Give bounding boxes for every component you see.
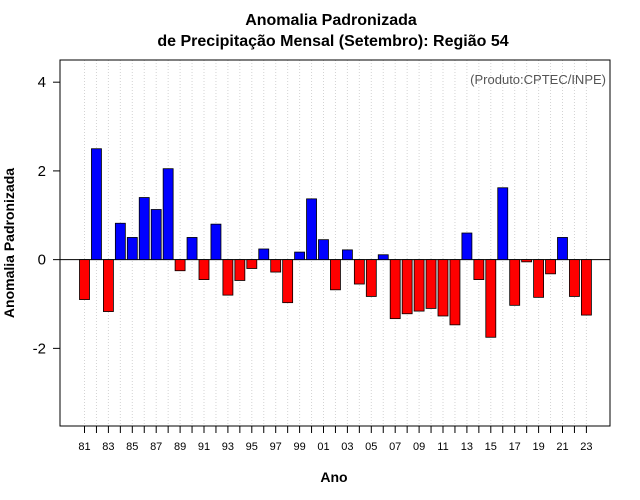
bar-03 — [341, 249, 353, 261]
bar-23 — [581, 259, 592, 316]
bar-15 — [485, 259, 497, 338]
bar-11 — [437, 259, 449, 317]
bar-88 — [162, 168, 174, 261]
x-axis-label: Ano — [320, 469, 347, 485]
bar-86 — [138, 197, 150, 261]
bar-08 — [401, 259, 413, 315]
x-tick-label: 15 — [485, 441, 497, 453]
x-tick-label: 21 — [556, 441, 568, 453]
bars-group — [79, 148, 592, 338]
bar-90 — [186, 237, 198, 261]
y-tick-label: 0 — [38, 252, 46, 269]
bar-10 — [425, 259, 437, 309]
bar-20 — [545, 259, 556, 275]
bar-85 — [126, 237, 138, 261]
y-tick-label: 4 — [38, 74, 46, 91]
bar-14 — [473, 259, 485, 280]
x-tick-label: 09 — [413, 441, 425, 453]
x-tick-label: 13 — [461, 441, 473, 453]
x-tick-label: 03 — [341, 441, 353, 453]
y-axis: -2 0 2 4 — [33, 74, 60, 357]
bar-09 — [413, 259, 425, 312]
x-tick-label: 97 — [270, 441, 282, 453]
bar-12 — [449, 259, 461, 326]
bar-04 — [353, 259, 365, 285]
bar-05 — [365, 259, 377, 297]
bar-07 — [389, 259, 401, 320]
bar-91 — [198, 259, 210, 280]
bar-84 — [114, 222, 126, 261]
x-tick-label: 01 — [317, 441, 329, 453]
chart-title-line1: Anomalia Padronizada — [245, 12, 417, 29]
bar-02 — [330, 259, 341, 291]
y-tick-label: -2 — [33, 340, 46, 357]
x-axis: 81 83 85 87 89 91 93 95 97 99 01 03 05 07 09 11 13 15 17 19… — [78, 426, 593, 453]
x-tick-label: 87 — [150, 441, 162, 453]
bar-00 — [306, 198, 317, 261]
bar-87 — [150, 209, 162, 261]
y-axis-label: Anomalia Padronizada — [1, 168, 17, 318]
bar-19 — [533, 259, 544, 298]
x-tick-label: 81 — [78, 441, 90, 453]
x-tick-label: 11 — [437, 441, 448, 453]
bar-98 — [282, 259, 294, 304]
bar-92 — [210, 223, 222, 261]
bar-89 — [174, 259, 186, 272]
bar-82 — [91, 148, 102, 261]
bar-16 — [497, 187, 509, 261]
bar-96 — [258, 248, 270, 261]
bar-18 — [521, 259, 533, 263]
bar-06 — [377, 254, 389, 261]
x-tick-label: 89 — [174, 441, 186, 453]
bar-97 — [270, 259, 282, 273]
y-tick-label: 2 — [38, 163, 46, 180]
source-annotation: (Produto:CPTEC/INPE) — [470, 72, 606, 87]
x-tick-label: 85 — [126, 441, 138, 453]
bar-17 — [509, 259, 521, 306]
bar-83 — [103, 259, 114, 312]
x-tick-label: 07 — [389, 441, 401, 453]
x-tick-label: 83 — [102, 441, 114, 453]
bar-22 — [569, 259, 580, 297]
x-tick-label: 19 — [532, 441, 544, 453]
x-tick-label: 05 — [365, 441, 377, 453]
x-tick-label: 91 — [198, 441, 210, 453]
bar-99 — [294, 251, 306, 261]
bar-93 — [222, 259, 234, 296]
bar-81 — [79, 259, 90, 300]
bar-13 — [461, 232, 473, 261]
x-tick-label: 17 — [509, 441, 521, 453]
bar-95 — [246, 259, 258, 269]
x-tick-label: 95 — [246, 441, 258, 453]
bar-94 — [234, 259, 246, 281]
x-tick-label: 99 — [293, 441, 305, 453]
bar-21 — [557, 237, 568, 261]
x-tick-label: 93 — [222, 441, 234, 453]
bar-01 — [318, 239, 329, 261]
chart-title-line2: de Precipitação Mensal (Setembro): Regiã… — [157, 33, 508, 50]
x-tick-label: 23 — [580, 441, 592, 453]
